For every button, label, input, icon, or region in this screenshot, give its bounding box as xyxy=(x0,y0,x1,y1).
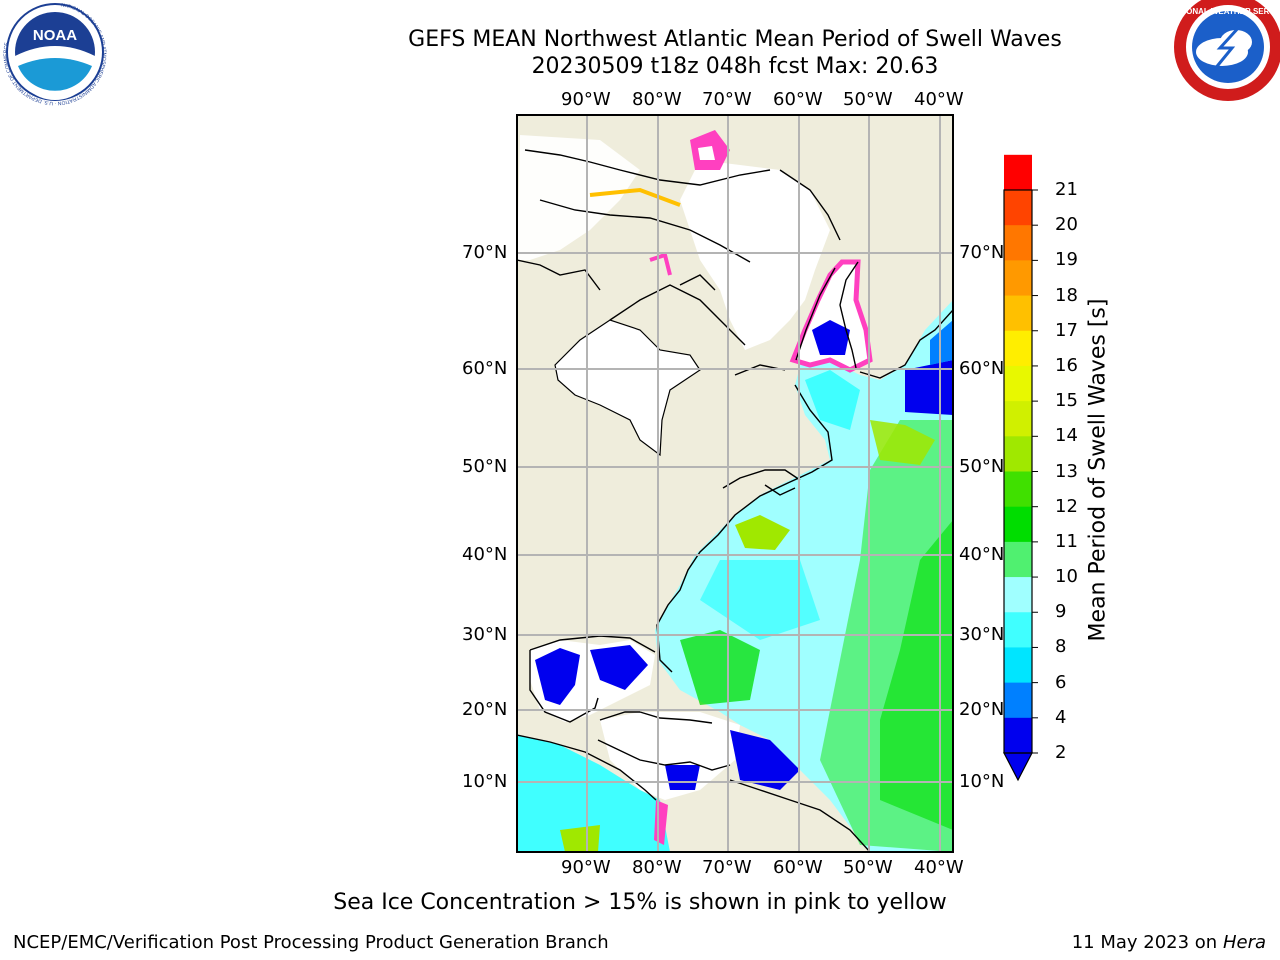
colorbar-segment xyxy=(1004,577,1032,613)
colorbar-level-label: 17 xyxy=(1055,319,1078,341)
lon-label-top: 60°W xyxy=(773,89,823,110)
colorbar-segment xyxy=(1004,401,1032,437)
lon-label-top: 40°W xyxy=(914,89,964,110)
colorbar-level-label: 4 xyxy=(1055,706,1067,728)
colorbar-level-label: 19 xyxy=(1055,249,1078,271)
colorbar-segment xyxy=(1004,260,1032,297)
lon-label-bottom: 70°W xyxy=(702,857,752,878)
colorbar xyxy=(1003,154,1038,782)
colorbar-level-label: 13 xyxy=(1055,460,1078,482)
lat-label-right: 60°N xyxy=(959,358,1005,379)
lat-label-left: 40°N xyxy=(462,544,508,565)
colorbar-level-label: 6 xyxy=(1055,671,1067,693)
colorbar-level-label: 20 xyxy=(1055,214,1078,236)
nws-ring-text: NATIONAL WEATHER SERVICE xyxy=(1168,7,1280,16)
colorbar-segment xyxy=(1004,436,1032,473)
footer-date-text: 11 May 2023 on xyxy=(1071,932,1218,953)
noaa-logo-text: NOAA xyxy=(33,27,77,44)
lon-label-top: 50°W xyxy=(843,89,893,110)
lon-label-bottom: 60°W xyxy=(773,857,823,878)
colorbar-level-label: 11 xyxy=(1055,530,1078,552)
lat-label-left: 10°N xyxy=(462,771,508,792)
colorbar-segment xyxy=(1004,647,1032,684)
lat-label-left: 70°N xyxy=(462,242,508,263)
footer-credit: NCEP/EMC/Verification Post Processing Pr… xyxy=(13,932,609,953)
map-frame xyxy=(516,114,954,853)
eastern-pacific xyxy=(517,735,670,852)
colorbar-segment xyxy=(1004,225,1032,261)
colorbar-level-label: 2 xyxy=(1055,742,1067,763)
lon-label-bottom: 40°W xyxy=(914,857,964,878)
footer-host: Hera xyxy=(1222,932,1266,953)
lon-label-top: 80°W xyxy=(632,89,682,110)
map-title: GEFS MEAN Northwest Atlantic Mean Period… xyxy=(408,27,1062,52)
lat-label-left: 60°N xyxy=(462,358,508,379)
colorbar-segment xyxy=(1004,506,1032,543)
colorbar-level-label: 10 xyxy=(1055,566,1078,588)
lat-label-right: 70°N xyxy=(959,242,1005,263)
colorbar-segment xyxy=(1004,541,1032,578)
lon-label-bottom: 90°W xyxy=(561,857,611,878)
lon-label-bottom: 80°W xyxy=(632,857,682,878)
colorbar-level-label: 9 xyxy=(1055,601,1067,623)
sea-ice-caption: Sea Ice Concentration > 15% is shown in … xyxy=(333,890,947,915)
lat-label-right: 50°N xyxy=(959,456,1005,477)
colorbar-level-label: 21 xyxy=(1055,179,1078,200)
lat-label-left: 30°N xyxy=(462,624,508,645)
colorbar-segment xyxy=(1004,330,1032,367)
colorbar-segment xyxy=(1004,612,1032,649)
lon-label-top: 90°W xyxy=(561,89,611,110)
map-panel xyxy=(516,114,954,853)
caribbean-sea xyxy=(600,712,740,800)
lat-label-right: 10°N xyxy=(959,771,1005,792)
colorbar-level-label: 15 xyxy=(1055,390,1078,412)
colorbar-level-label: 8 xyxy=(1055,636,1067,658)
colorbar-level-label: 12 xyxy=(1055,495,1078,517)
nws-logo: NATIONAL WEATHER SERVICE xyxy=(1168,0,1280,101)
lat-label-right: 30°N xyxy=(959,624,1005,645)
lat-label-right: 40°N xyxy=(959,544,1005,565)
colorbar-segment xyxy=(1004,190,1032,226)
lon-label-top: 70°W xyxy=(702,89,752,110)
colorbar-segment xyxy=(1004,365,1032,402)
lat-label-right: 20°N xyxy=(959,699,1005,720)
lon-label-bottom: 50°W xyxy=(843,857,893,878)
colorbar-level-label: 18 xyxy=(1055,284,1078,306)
lat-label-left: 20°N xyxy=(462,699,508,720)
map-gridlines xyxy=(517,115,953,852)
colorbar-segment xyxy=(1004,471,1032,508)
colorbar-segment xyxy=(1004,717,1032,754)
lat-label-left: 50°N xyxy=(462,456,508,477)
colorbar-title: Mean Period of Swell Waves [s] xyxy=(1085,298,1111,642)
map-subtitle: 20230509 t18z 048h fcst Max: 20.63 xyxy=(531,54,939,79)
noaa-logo: NOAA NATIONAL OCEANIC AND ATMOSPHERIC AD… xyxy=(3,2,107,106)
colorbar-segment xyxy=(1004,154,1032,191)
colorbar-segment xyxy=(1004,295,1032,332)
colorbar-level-label: 14 xyxy=(1055,425,1078,447)
colorbar-level-label: 16 xyxy=(1055,354,1078,376)
footer-date: 11 May 2023 on Hera xyxy=(1072,932,1266,953)
colorbar-segment xyxy=(1004,682,1032,719)
